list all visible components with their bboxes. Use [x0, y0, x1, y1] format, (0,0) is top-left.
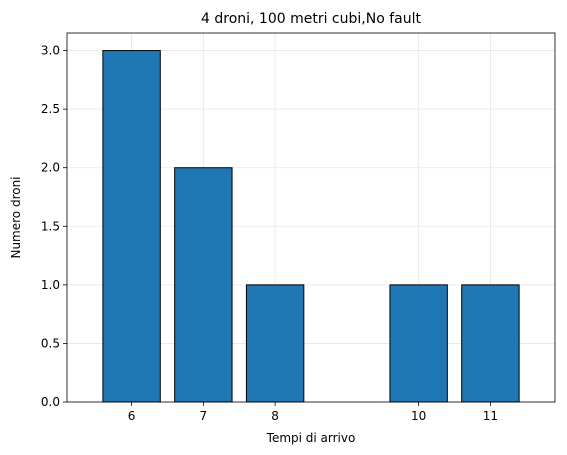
x-axis-label: Tempi di arrivo	[266, 431, 356, 445]
bar-7	[174, 167, 233, 403]
bar-8	[245, 284, 305, 403]
y-axis-ticks: 0.0 0.5 1.0 1.5 2.0 2.5 3.0	[41, 44, 67, 409]
bar-11	[461, 284, 520, 403]
bars	[102, 50, 520, 403]
y-tick-label: 1.0	[41, 278, 60, 292]
y-tick-label: 3.0	[41, 44, 60, 58]
y-tick-label: 1.5	[41, 219, 60, 233]
x-tick-label: 8	[271, 409, 279, 423]
y-tick-label: 0.5	[41, 336, 60, 350]
x-tick-label: 7	[200, 409, 208, 423]
x-tick-label: 11	[483, 409, 498, 423]
y-tick-label: 2.0	[41, 161, 60, 175]
x-axis-ticks: 6 7 8 10 11	[128, 402, 498, 423]
plot-area-frame	[66, 32, 556, 403]
x-tick-label: 10	[411, 409, 426, 423]
bar-10	[389, 284, 448, 403]
y-tick-label: 0.0	[41, 395, 60, 409]
y-axis-label: Numero droni	[9, 176, 23, 258]
y-tick-label: 2.5	[41, 102, 60, 116]
chart-title: 4 droni, 100 metri cubi,No fault	[201, 11, 421, 27]
x-tick-label: 6	[128, 409, 136, 423]
bar-6	[102, 50, 161, 403]
